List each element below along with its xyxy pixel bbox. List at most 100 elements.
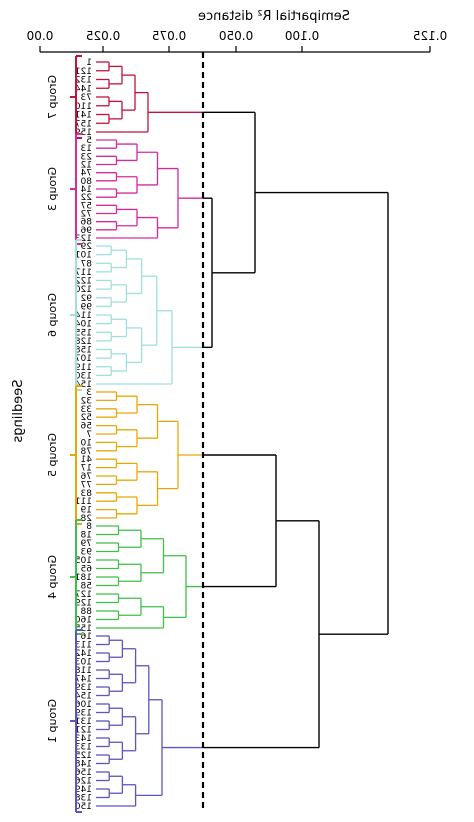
leaf-label: 17 xyxy=(81,464,92,474)
leaf-label: 88 xyxy=(80,607,92,617)
leaf-label: 92 xyxy=(81,294,92,304)
leaf-label: 117 xyxy=(75,268,92,278)
leaf-label: 77 xyxy=(81,480,92,490)
leaf-label: 149 xyxy=(75,785,92,795)
leaf-label: 56 xyxy=(80,422,92,432)
leaf-label: 10 xyxy=(80,438,92,448)
leaf-label: 121 xyxy=(75,726,92,736)
leaf-label: 107 xyxy=(75,354,92,364)
leaf-label: 121 xyxy=(75,67,92,77)
group-label: Group 6 xyxy=(46,293,59,337)
leaf-label: 156 xyxy=(75,768,92,778)
leaf-label: 158 xyxy=(75,346,92,356)
x-axis-tick-label: 0.00 xyxy=(27,29,54,43)
side-label: Seedlings xyxy=(11,380,26,443)
leaf-label: 147 xyxy=(75,675,92,685)
leaf-label: 139 xyxy=(75,683,92,693)
mirrored-figure-group: 0.00 0.025 0.075 0.050 0.100 0.125 Semipartia… xyxy=(11,9,447,813)
leaf-label: 83 xyxy=(81,489,92,499)
leaf-labels: 1121132144731101411571595132312748014225… xyxy=(75,58,92,812)
leaf-label: 114 xyxy=(75,311,92,321)
x-axis-tick-label: 0.025 xyxy=(86,29,120,43)
group-label: Group 4 xyxy=(46,555,59,599)
leaf-label: 103 xyxy=(75,658,92,668)
leaf-label: 65 xyxy=(81,565,92,575)
leaf-label: 154 xyxy=(75,692,92,702)
leaf-label: 120 xyxy=(75,285,92,295)
leaf-label: 105 xyxy=(75,556,92,566)
x-axis-title: Semipartial R² distance xyxy=(198,9,350,24)
leaf-label: 52 xyxy=(81,413,92,423)
leaf-label: 1 xyxy=(86,58,92,68)
leaf-label: 28 xyxy=(80,514,92,524)
leaf-label: 128 xyxy=(75,337,92,347)
leaf-label: 110 xyxy=(75,102,92,112)
leaf-label: 99 xyxy=(80,302,92,312)
leaf-label: 22 xyxy=(81,193,92,203)
dendrogram-tree xyxy=(96,61,389,807)
leaf-label: 106 xyxy=(75,700,92,710)
leaf-label: 86 xyxy=(80,218,92,228)
x-axis-tick-label: 0.050 xyxy=(219,29,253,43)
leaf-label: 18 xyxy=(80,531,92,541)
leaf-label: 76 xyxy=(80,472,92,482)
leaf-label: 87 xyxy=(81,259,92,269)
leaf-label: 12 xyxy=(81,161,92,171)
group-label: Group 7 xyxy=(46,75,59,119)
x-axis-tick-label: 0.100 xyxy=(285,29,319,43)
leaf-label: 154 xyxy=(75,380,92,390)
leaf-label: 41 xyxy=(81,455,92,465)
group-label: Group 3 xyxy=(46,167,59,211)
leaf-label: 57 xyxy=(81,201,92,211)
leaf-label: 74 xyxy=(80,169,92,179)
leaf-label: 150 xyxy=(75,802,92,812)
leaf-label: 129 xyxy=(75,599,92,609)
leaf-label: 159 xyxy=(75,128,92,138)
leaf-label: 14 xyxy=(80,185,92,195)
leaf-label: 32 xyxy=(81,396,92,406)
leaf-label: 72 xyxy=(81,210,92,220)
leaf-label: 119 xyxy=(75,363,92,373)
x-axis-tick-label: 0.075 xyxy=(152,29,186,43)
leaf-label: 142 xyxy=(75,649,92,659)
leaf-label: 5 xyxy=(86,136,92,146)
leaf-label: 29 xyxy=(80,242,92,252)
leaf-label: 133 xyxy=(75,743,92,753)
leaf-label: 126 xyxy=(75,777,92,787)
leaf-label: 130 xyxy=(75,371,92,381)
leaf-label: 111 xyxy=(75,497,92,507)
leaf-label: 23 xyxy=(81,152,92,162)
leaf-label: 155 xyxy=(75,328,92,338)
leaf-label: 123 xyxy=(75,234,92,244)
leaf-label: 78 xyxy=(80,447,92,457)
leaf-label: 160 xyxy=(75,616,92,626)
leaf-label: 139 xyxy=(75,709,92,719)
leaf-label: 16 xyxy=(80,632,92,642)
leaf-label: 101 xyxy=(75,251,92,261)
leaf-label: 3 xyxy=(86,388,92,398)
leaf-label: 96 xyxy=(80,226,92,236)
leaf-label: 125 xyxy=(75,751,92,761)
leaf-label: 181 xyxy=(75,573,92,583)
leaf-label: 8 xyxy=(86,522,92,532)
group-label: Group 1 xyxy=(46,699,59,743)
leaf-label: 148 xyxy=(75,760,92,770)
group-brackets: Group 7 Group 3 Group 6 Group 5 Group 4 Group… xyxy=(46,55,82,813)
leaf-label: 73 xyxy=(81,93,92,103)
leaf-label: 93 xyxy=(81,548,92,558)
leaf-label: 104 xyxy=(75,320,92,330)
leaf-label: 113 xyxy=(75,641,92,651)
leaf-label: 144 xyxy=(75,84,92,94)
leaf-label: 19 xyxy=(80,506,92,516)
leaf-label: 138 xyxy=(75,794,92,804)
leaf-label: 141 xyxy=(75,111,92,121)
leaf-label: 80 xyxy=(80,177,92,187)
leaf-label: 131 xyxy=(75,717,92,727)
leaf-label: 33 xyxy=(81,405,92,415)
leaf-label: 13 xyxy=(81,144,92,154)
leaf-label: 122 xyxy=(75,277,92,287)
leaf-label: 118 xyxy=(75,666,92,676)
leaf-label: 79 xyxy=(80,539,92,549)
leaf-label: 132 xyxy=(75,76,92,86)
